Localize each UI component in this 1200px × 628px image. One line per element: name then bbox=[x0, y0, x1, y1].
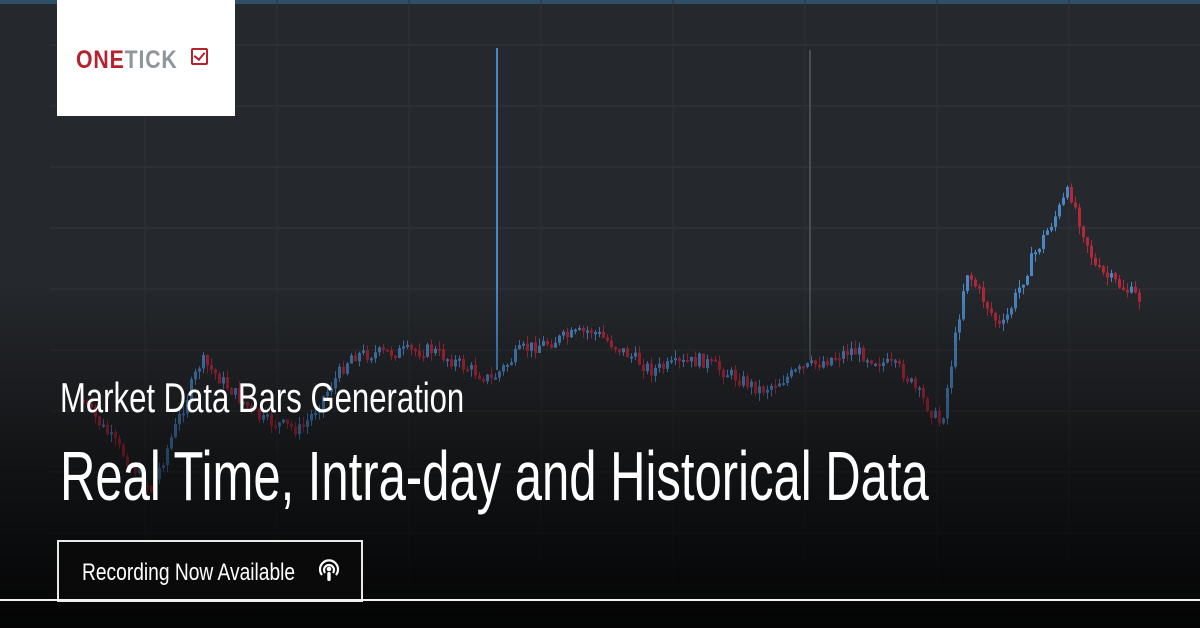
logo-one: ONE bbox=[76, 46, 125, 74]
logo-tick: TICK bbox=[124, 46, 178, 74]
checkbox-logo-icon bbox=[191, 48, 208, 65]
headline-title: Real Time, Intra-day and Historical Data bbox=[60, 437, 929, 515]
divider-line bbox=[0, 599, 1200, 601]
podcast-icon bbox=[318, 559, 340, 581]
recording-button[interactable]: Recording Now Available bbox=[57, 540, 363, 602]
onetick-logo: ONETICK bbox=[76, 46, 178, 75]
recording-button-label: Recording Now Available bbox=[82, 559, 296, 586]
headline-subtitle: Market Data Bars Generation bbox=[60, 374, 465, 421]
